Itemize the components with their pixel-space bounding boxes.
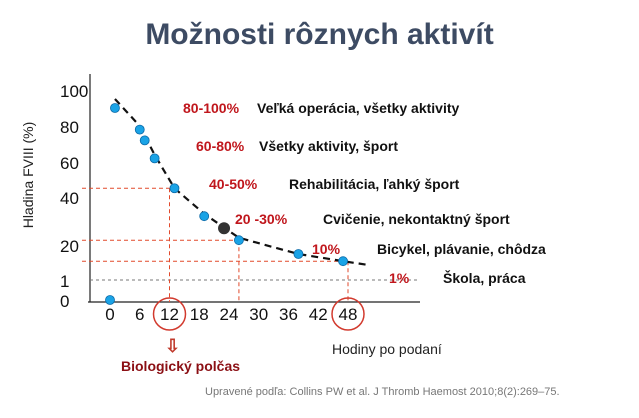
y-tick-label: 1	[60, 272, 69, 291]
annotation-range: 20 -30%	[235, 211, 288, 227]
x-tick-label: 36	[279, 305, 298, 324]
annotation-activity: Všetky aktivity, šport	[259, 138, 398, 154]
x-tick-label: 24	[220, 305, 239, 324]
annotation-activity: Rehabilitácia, ľahký šport	[289, 176, 460, 192]
y-tick-label: 20	[60, 237, 79, 256]
x-tick-label: 0	[105, 305, 114, 324]
annotation-range: 40-50%	[209, 176, 258, 192]
x-tick-highlight-circle	[152, 297, 187, 331]
annotation-range: 80-100%	[183, 100, 240, 116]
annotation-range: 1%	[389, 270, 410, 286]
annotation-range: 10%	[312, 241, 341, 257]
data-point	[218, 222, 231, 235]
down-arrow-icon: ⇩	[165, 336, 181, 356]
data-point	[169, 183, 180, 194]
y-tick-label: 0	[60, 292, 69, 311]
page-title: Možnosti rôznych aktivít	[145, 18, 494, 51]
annotations: 80-100% Veľká operácia, všetky aktivity 60…	[183, 100, 546, 286]
y-tick-label: 40	[60, 189, 79, 208]
data-point	[139, 135, 150, 146]
annotation-activity: Bicykel, plávanie, chôdza	[377, 241, 546, 257]
data-point	[338, 256, 348, 267]
annotation-activity: Veľká operácia, všetky aktivity	[257, 100, 460, 116]
source-citation: Upravené podľa: Collins PW et al. J Thro…	[205, 386, 560, 398]
y-tick-label: 60	[60, 154, 79, 173]
y-tick-label: 100	[60, 82, 88, 101]
biological-halflife-label: Biologický polčas	[121, 358, 241, 374]
y-axis-label: Hladina FVIII (%)	[20, 121, 36, 229]
guide-lines	[82, 187, 349, 302]
x-tick-label: 48	[339, 305, 358, 324]
data-points	[105, 103, 348, 305]
x-tick-label: 18	[190, 305, 209, 324]
x-tick-label: 30	[249, 305, 268, 324]
data-point	[149, 153, 160, 164]
y-tick-label: 80	[60, 118, 79, 137]
x-tick-highlight-circle	[331, 297, 365, 331]
x-axis-label: Hodiny po podaní	[332, 341, 442, 357]
data-point	[110, 103, 120, 113]
annotation-activity: Cvičenie, nekontaktný šport	[323, 211, 510, 227]
x-tick-label: 42	[309, 305, 328, 324]
annotation-range: 60-80%	[196, 138, 245, 154]
x-tick-label: 12	[160, 305, 179, 324]
data-point	[199, 211, 210, 222]
data-point	[105, 295, 115, 305]
data-point	[134, 124, 145, 135]
annotation-activity: Škola, práca	[443, 269, 526, 286]
x-tick-label: 6	[135, 305, 144, 324]
data-point	[293, 249, 304, 259]
data-point	[234, 235, 244, 246]
